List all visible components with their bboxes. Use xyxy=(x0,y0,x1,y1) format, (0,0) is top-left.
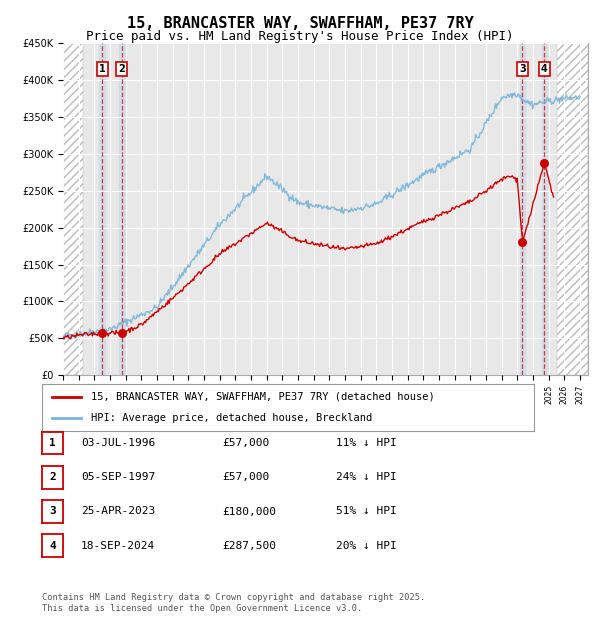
Text: Contains HM Land Registry data © Crown copyright and database right 2025.
This d: Contains HM Land Registry data © Crown c… xyxy=(42,593,425,613)
Bar xyxy=(119,43,125,375)
Text: 18-SEP-2024: 18-SEP-2024 xyxy=(81,541,155,551)
Text: 1: 1 xyxy=(99,64,106,74)
Text: 15, BRANCASTER WAY, SWAFFHAM, PE37 7RY (detached house): 15, BRANCASTER WAY, SWAFFHAM, PE37 7RY (… xyxy=(91,392,435,402)
Text: 20% ↓ HPI: 20% ↓ HPI xyxy=(336,541,397,551)
Text: 03-JUL-1996: 03-JUL-1996 xyxy=(81,438,155,448)
Text: Price paid vs. HM Land Registry's House Price Index (HPI): Price paid vs. HM Land Registry's House … xyxy=(86,30,514,43)
Text: 3: 3 xyxy=(519,64,526,74)
Text: £180,000: £180,000 xyxy=(222,507,276,516)
Text: 51% ↓ HPI: 51% ↓ HPI xyxy=(336,507,397,516)
Text: 15, BRANCASTER WAY, SWAFFHAM, PE37 7RY: 15, BRANCASTER WAY, SWAFFHAM, PE37 7RY xyxy=(127,16,473,31)
Text: 11% ↓ HPI: 11% ↓ HPI xyxy=(336,438,397,448)
Text: 1: 1 xyxy=(49,438,56,448)
Text: HPI: Average price, detached house, Breckland: HPI: Average price, detached house, Brec… xyxy=(91,414,373,423)
Bar xyxy=(100,43,105,375)
Bar xyxy=(542,43,547,375)
Text: 3: 3 xyxy=(49,507,56,516)
Text: 25-APR-2023: 25-APR-2023 xyxy=(81,507,155,516)
Text: 2: 2 xyxy=(49,472,56,482)
Text: £287,500: £287,500 xyxy=(222,541,276,551)
Text: 24% ↓ HPI: 24% ↓ HPI xyxy=(336,472,397,482)
Text: £57,000: £57,000 xyxy=(222,438,269,448)
Text: 4: 4 xyxy=(49,541,56,551)
Text: 05-SEP-1997: 05-SEP-1997 xyxy=(81,472,155,482)
Text: 4: 4 xyxy=(541,64,548,74)
Text: £57,000: £57,000 xyxy=(222,472,269,482)
Bar xyxy=(520,43,526,375)
Text: 2: 2 xyxy=(118,64,125,74)
